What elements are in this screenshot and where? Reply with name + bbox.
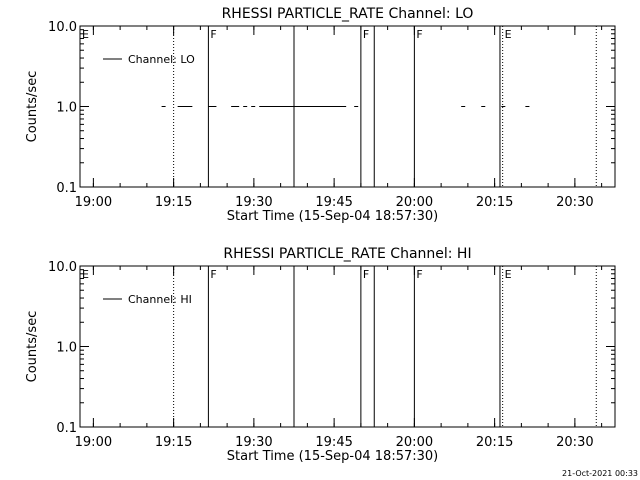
event-label: F [363,28,369,41]
corner-label: E [82,28,89,41]
x-tick-label: 20:00 [396,195,433,210]
y-tick-label: 1.0 [56,101,77,116]
y-tick-label: 10.0 [48,20,77,35]
x-tick-label: 20:30 [556,195,593,210]
event-label: F [416,28,422,41]
x-tick-label: 20:15 [476,435,513,450]
x-axis-label: Start Time (15-Sep-04 18:57:30) [227,449,438,464]
x-tick-label: 19:45 [315,195,352,210]
event-label: E [505,268,512,281]
x-tick-label: 19:30 [235,435,272,450]
x-tick-label: 19:45 [315,435,352,450]
x-axis-label: Start Time (15-Sep-04 18:57:30) [227,209,438,224]
event-label: F [363,268,369,281]
x-tick-label: 20:15 [476,195,513,210]
y-axis-label: Counts/sec [25,311,40,383]
y-tick-label: 0.1 [56,181,77,196]
timestamp-footer: 21-Oct-2021 00:33 [562,469,638,478]
x-tick-label: 19:00 [75,435,112,450]
x-tick-label: 20:00 [396,435,433,450]
legend-label: Channel: HI [128,293,192,306]
event-label: F [210,268,216,281]
y-tick-label: 0.1 [56,421,77,436]
plot-frame [79,25,616,188]
chart-panel-2: RHESSI PARTICLE_RATE Channel: HI 0.1 1.0 10… [25,246,616,464]
chart-panel-1: RHESSI PARTICLE_RATE Channel: LO 0.1 1.0 10… [25,6,616,224]
x-tick-label: 19:30 [235,195,272,210]
corner-label: E [82,268,89,281]
event-label: F [210,28,216,41]
x-tick-label: 20:30 [556,435,593,450]
plot-frame [79,265,616,428]
event-label: E [505,28,512,41]
x-tick-label: 19:15 [155,435,192,450]
y-tick-label: 10.0 [48,260,77,275]
chart-title: RHESSI PARTICLE_RATE Channel: LO [222,6,474,22]
legend-label: Channel: LO [128,53,195,66]
y-tick-label: 1.0 [56,341,77,356]
x-tick-label: 19:00 [75,195,112,210]
chart-title: RHESSI PARTICLE_RATE Channel: HI [223,246,471,262]
event-label: F [416,268,422,281]
x-tick-label: 19:15 [155,195,192,210]
y-axis-label: Counts/sec [25,71,40,143]
